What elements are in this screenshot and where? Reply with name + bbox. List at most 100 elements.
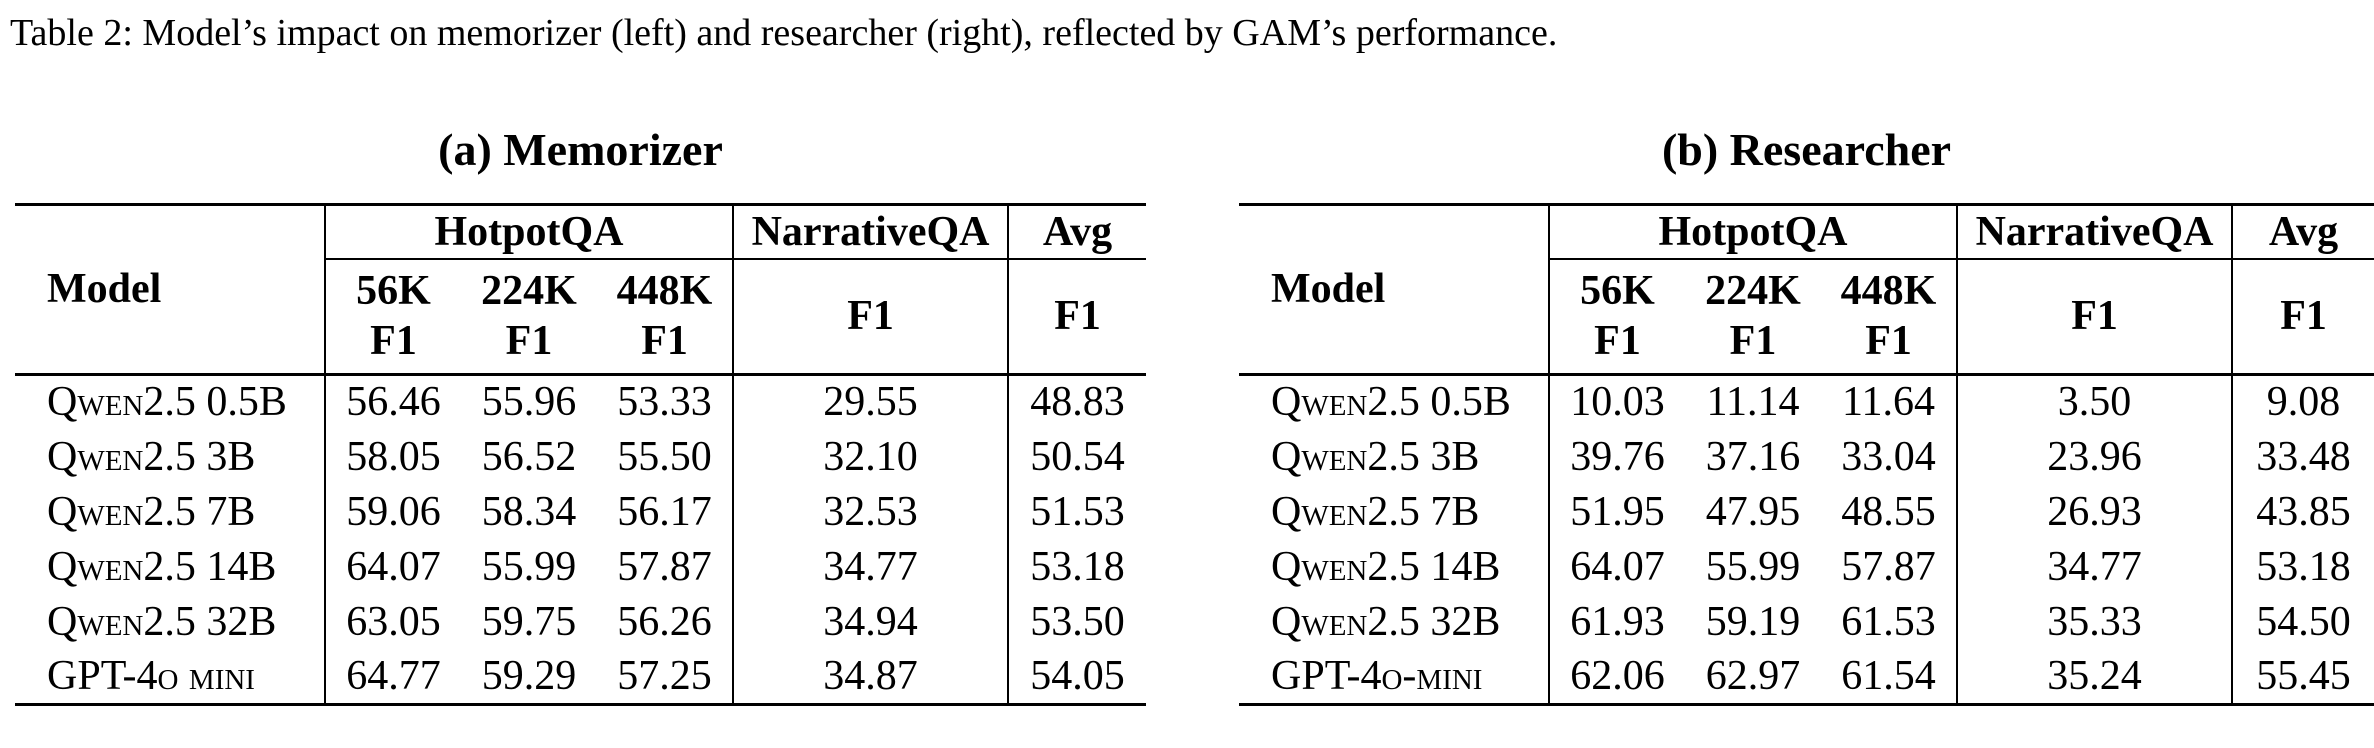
hotpotqa-448k-f1-cell: 48.55 [1841, 488, 1936, 535]
model-cell: Qwen2.5 3B [47, 433, 256, 480]
hotpotqa-56k-f1-cell: 64.77 [324, 649, 461, 705]
hotpotqa-224k-f1-cell: 11.14 [1706, 379, 1800, 426]
model-cell: GPT-4o mini [47, 652, 255, 699]
hotpotqa-448k-f1-cell: 57.87 [617, 543, 712, 590]
narrativeqa-f1-cell: 32.10 [732, 429, 1009, 485]
hotpotqa-448k-f1-cell: 11.64 [1842, 379, 1935, 426]
column-group-avg: Avg [1007, 204, 1146, 261]
table-row: Qwen2.5 3B 39.76 37.16 33.04 23.96 33.48 [1239, 429, 2374, 485]
memorizer-table-header: Model HotpotQA NarrativeQA Avg 56K F1 22… [15, 204, 1146, 375]
subcolumn-header-448k: 448K F1 [1821, 259, 1957, 374]
hotpotqa-448k-f1-cell: 61.54 [1841, 652, 1936, 699]
hotpotqa-448k-f1-cell: 57.25 [617, 652, 712, 699]
memorizer-subtable: (a) Memorizer Model HotpotQA NarrativeQA… [15, 58, 1146, 706]
table-row: Qwen2.5 0.5B 10.03 11.14 11.64 3.50 9.08 [1239, 374, 2374, 430]
hotpotqa-56k-f1-cell: 39.76 [1548, 429, 1685, 485]
column-group-avg: Avg [2231, 204, 2374, 261]
model-cell: Qwen2.5 0.5B [1271, 379, 1511, 426]
header-row-subcolumns: 56K F1 224K F1 448K F1 F1 F1 [15, 259, 1146, 375]
avg-f1-cell: 53.18 [1007, 539, 1146, 595]
hotpotqa-56k-f1-cell: 62.06 [1548, 649, 1685, 705]
subcolumn-header-448k: 448K F1 [597, 259, 733, 374]
researcher-table-body: Qwen2.5 0.5B 10.03 11.14 11.64 3.50 9.08… [1239, 374, 2374, 705]
table-row: GPT-4o-mini 62.06 62.97 61.54 35.24 55.4… [1239, 649, 2374, 705]
avg-f1-cell: 55.45 [2231, 649, 2374, 705]
table-row: Qwen2.5 7B 51.95 47.95 48.55 26.93 43.85 [1239, 484, 2374, 540]
subcolumn-header-narrativeqa-f1: F1 [1956, 259, 2233, 375]
narrativeqa-f1-cell: 29.55 [732, 374, 1009, 430]
subtable-caption-researcher: (b) Researcher [1661, 123, 1952, 175]
avg-f1-cell: 43.85 [2231, 484, 2374, 540]
table-row: Qwen2.5 14B 64.07 55.99 57.87 34.77 53.1… [1239, 539, 2374, 595]
narrativeqa-f1-cell: 34.87 [732, 649, 1009, 705]
column-header-model: Model [47, 266, 162, 313]
hotpotqa-224k-f1-cell: 59.75 [481, 598, 577, 645]
narrativeqa-f1-cell: 34.77 [732, 539, 1009, 595]
subcolumn-size-label: 56K [1580, 268, 1655, 315]
narrativeqa-f1-cell: 23.96 [1956, 429, 2233, 485]
table-row: Qwen2.5 32B 63.05 59.75 56.26 34.94 53.5… [15, 594, 1146, 650]
narrativeqa-f1-cell: 34.94 [732, 594, 1009, 650]
hotpotqa-224k-f1-cell: 55.99 [1705, 543, 1801, 590]
subtable-caption-memorizer: (a) Memorizer [438, 123, 723, 175]
subcolumn-header-56k: 56K F1 [324, 259, 461, 375]
header-row-groups: Model HotpotQA NarrativeQA Avg [15, 204, 1146, 312]
header-row-subcolumns: 56K F1 224K F1 448K F1 F1 F1 [1239, 259, 2374, 375]
avg-f1-cell: 51.53 [1007, 484, 1146, 540]
subcolumn-size-label: 224K [481, 268, 577, 315]
hotpotqa-224k-f1-cell: 58.34 [481, 488, 577, 535]
subcolumn-header-narrativeqa-f1: F1 [732, 259, 1009, 375]
narrativeqa-f1-cell: 35.24 [1956, 649, 2233, 705]
subcolumn-metric-label: F1 [1594, 318, 1641, 365]
subcolumn-size-label: 56K [356, 268, 431, 315]
hotpotqa-448k-f1-cell: 56.26 [617, 598, 712, 645]
model-cell: Qwen2.5 7B [47, 488, 256, 535]
hotpotqa-56k-f1-cell: 64.07 [324, 539, 461, 595]
table-row: Qwen2.5 7B 59.06 58.34 56.17 32.53 51.53 [15, 484, 1146, 540]
column-group-hotpotqa: HotpotQA [1547, 204, 1958, 261]
hotpotqa-56k-f1-cell: 58.05 [324, 429, 461, 485]
hotpotqa-448k-f1-cell: 56.17 [617, 488, 712, 535]
hotpotqa-56k-f1-cell: 51.95 [1548, 484, 1685, 540]
hotpotqa-56k-f1-cell: 10.03 [1548, 374, 1685, 430]
avg-f1-cell: 53.18 [2231, 539, 2374, 595]
column-group-narrativeqa: NarrativeQA [1956, 204, 2233, 261]
subcolumn-metric-label: F1 [505, 318, 553, 365]
model-cell: Qwen2.5 32B [1271, 598, 1501, 645]
model-cell: Qwen2.5 7B [1271, 488, 1480, 535]
narrativeqa-f1-cell: 26.93 [1956, 484, 2233, 540]
memorizer-table-body: Qwen2.5 0.5B 56.46 55.96 53.33 29.55 48.… [15, 374, 1146, 705]
hotpotqa-448k-f1-cell: 57.87 [1841, 543, 1936, 590]
subcolumn-size-label: 224K [1705, 268, 1801, 315]
hotpotqa-224k-f1-cell: 56.52 [481, 433, 577, 480]
memorizer-table: Model HotpotQA NarrativeQA Avg 56K F1 22… [15, 202, 1146, 706]
table-row: GPT-4o mini 64.77 59.29 57.25 34.87 54.0… [15, 649, 1146, 705]
table-row: Qwen2.5 3B 58.05 56.52 55.50 32.10 50.54 [15, 429, 1146, 485]
researcher-table: Model HotpotQA NarrativeQA Avg 56K F1 22… [1239, 202, 2374, 706]
narrativeqa-f1-cell: 32.53 [732, 484, 1009, 540]
header-row-groups: Model HotpotQA NarrativeQA Avg [1239, 204, 2374, 312]
hotpotqa-224k-f1-cell: 37.16 [1705, 433, 1801, 480]
narrativeqa-f1-cell: 3.50 [1956, 374, 2233, 430]
table-row: Qwen2.5 0.5B 56.46 55.96 53.33 29.55 48.… [15, 374, 1146, 430]
subcolumn-metric-label: F1 [370, 318, 417, 365]
hotpotqa-56k-f1-cell: 59.06 [324, 484, 461, 540]
hotpotqa-448k-f1-cell: 55.50 [617, 433, 712, 480]
subcolumn-header-56k: 56K F1 [1548, 259, 1685, 375]
avg-f1-cell: 50.54 [1007, 429, 1146, 485]
subcolumn-metric-label: F1 [1865, 318, 1912, 365]
hotpotqa-56k-f1-cell: 64.07 [1548, 539, 1685, 595]
hotpotqa-224k-f1-cell: 62.97 [1705, 652, 1801, 699]
table-row: Qwen2.5 32B 61.93 59.19 61.53 35.33 54.5… [1239, 594, 2374, 650]
model-cell: Qwen2.5 32B [47, 598, 277, 645]
column-header-model: Model [1271, 266, 1386, 313]
model-cell: GPT-4o-mini [1271, 652, 1483, 699]
hotpotqa-224k-f1-cell: 59.29 [481, 652, 577, 699]
avg-f1-cell: 9.08 [2231, 374, 2374, 430]
column-group-hotpotqa: HotpotQA [323, 204, 734, 261]
hotpotqa-224k-f1-cell: 59.19 [1705, 598, 1801, 645]
subtables-row: (a) Memorizer Model HotpotQA NarrativeQA… [0, 58, 2374, 706]
subcolumn-size-label: 448K [1840, 268, 1937, 315]
model-cell: Qwen2.5 0.5B [47, 379, 287, 426]
avg-f1-cell: 48.83 [1007, 374, 1146, 430]
